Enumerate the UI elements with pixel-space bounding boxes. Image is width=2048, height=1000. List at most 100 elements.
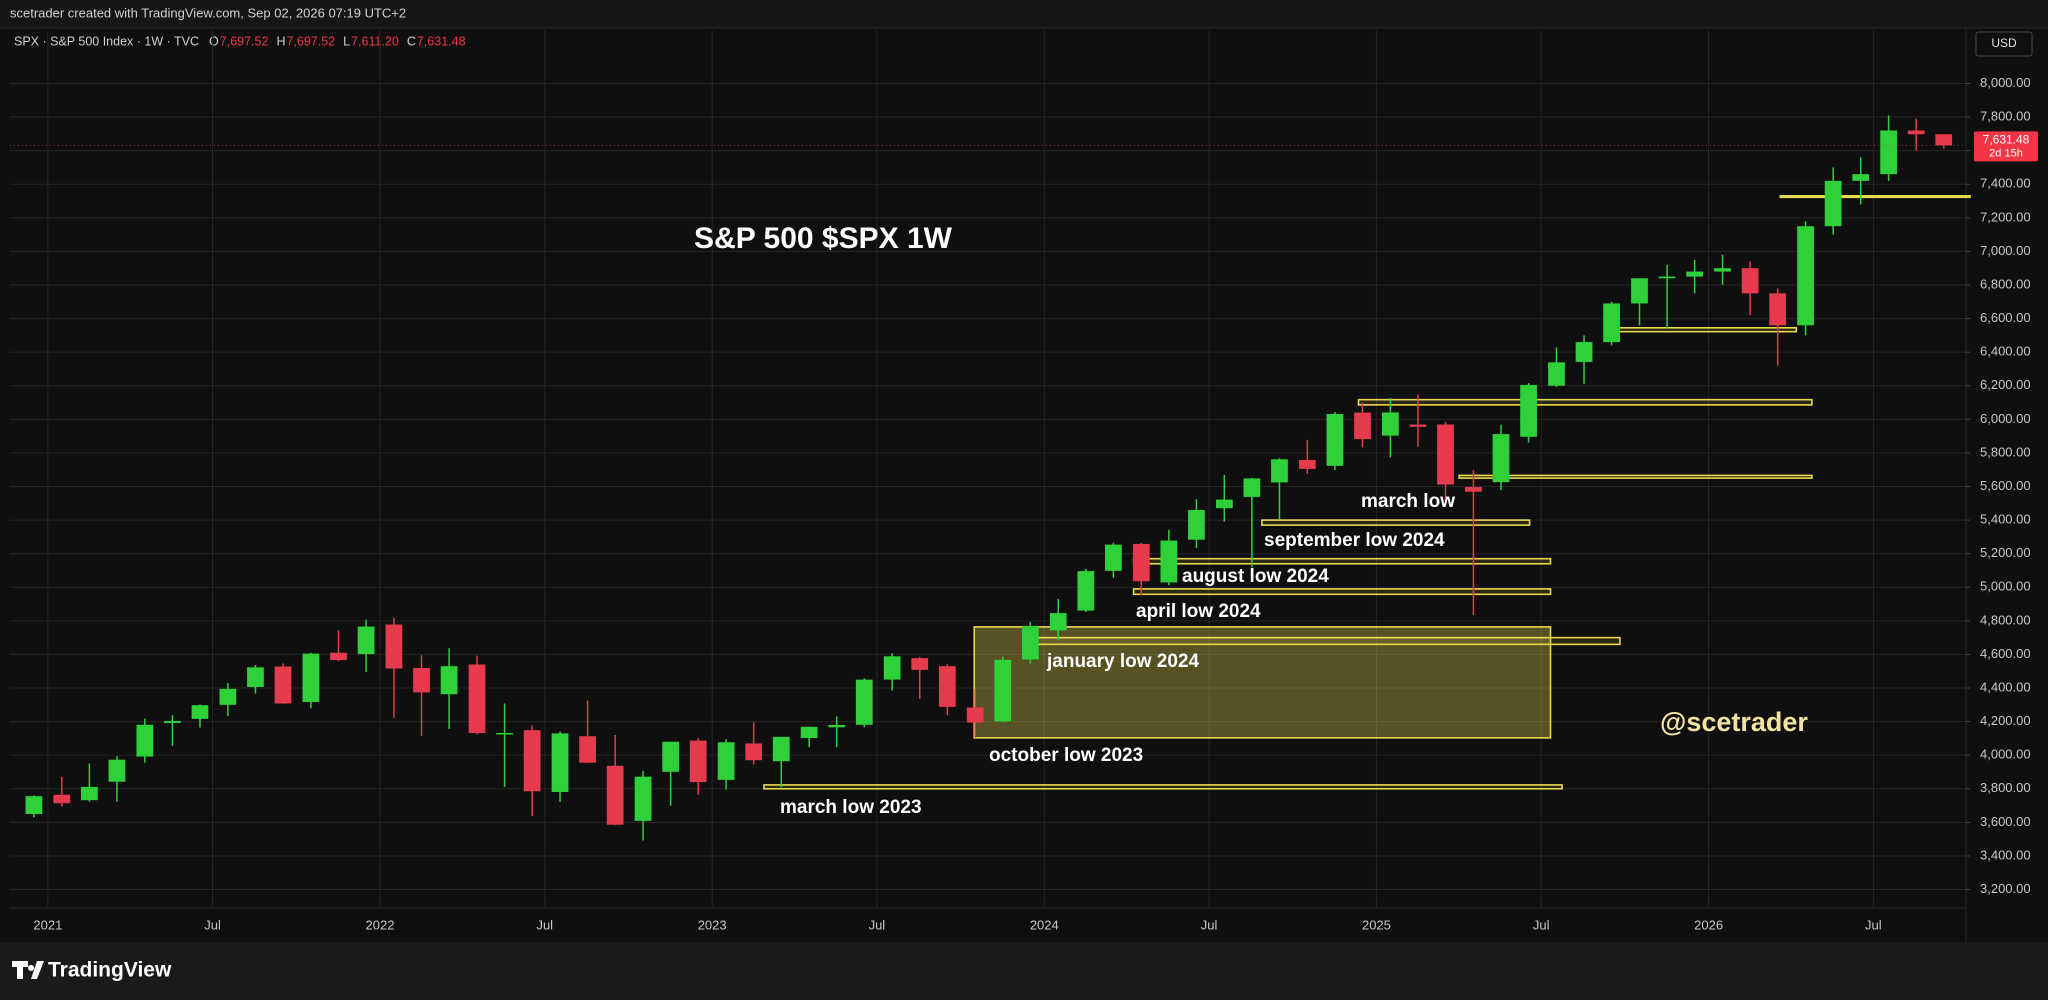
candle-body — [1188, 510, 1205, 540]
candle-body — [357, 626, 375, 655]
candle-body — [496, 733, 513, 735]
candle-body — [81, 786, 98, 801]
candle-body — [911, 658, 929, 670]
watermark: @scetrader — [1660, 707, 1808, 737]
candle-body — [1714, 268, 1731, 272]
candle-body — [717, 742, 735, 780]
candle-body — [1686, 271, 1704, 277]
y-tick-label: 4,200.00 — [1980, 713, 2031, 728]
candle-body — [136, 724, 154, 757]
candle-body — [1437, 424, 1454, 485]
x-tick-label: Jul — [536, 917, 553, 932]
currency[interactable]: USD — [1991, 36, 2017, 50]
candle-body — [579, 736, 596, 763]
brand-logo: TradingView — [12, 959, 172, 982]
ohlc-key: H — [276, 34, 285, 48]
candle-body — [551, 733, 569, 792]
candle-body — [634, 776, 652, 821]
ohlc-value: 7,631.48 — [417, 34, 466, 48]
logo-icon — [12, 961, 44, 979]
candle-body — [1354, 412, 1371, 440]
y-tick-label: 4,600.00 — [1980, 646, 2031, 661]
candle-body — [1520, 384, 1537, 437]
annotation: april low 2024 — [1136, 601, 1261, 622]
byline: scetrader created with TradingView.com, … — [10, 5, 406, 20]
candle-body — [219, 688, 237, 705]
y-tick-label: 3,400.00 — [1980, 847, 2031, 862]
y-tick-label: 6,200.00 — [1980, 377, 2031, 392]
y-tick-label: 3,600.00 — [1980, 814, 2031, 829]
candle-body — [247, 667, 264, 688]
top-bar — [0, 0, 2048, 28]
candle-body — [164, 720, 181, 723]
candle-body — [1907, 130, 1925, 135]
y-tick-label: 5,200.00 — [1980, 545, 2031, 560]
ohlc-key: O — [209, 34, 219, 48]
candle-body — [274, 666, 292, 704]
candle-body — [966, 707, 984, 723]
candle-body — [828, 724, 846, 728]
x-tick-label: Jul — [869, 917, 886, 932]
candle-body — [1880, 130, 1897, 175]
candle-body — [1021, 625, 1039, 660]
y-tick-label: 5,400.00 — [1980, 512, 2031, 527]
y-tick-label: 4,000.00 — [1980, 747, 2031, 762]
candle-body — [330, 652, 347, 660]
candle-body — [413, 668, 430, 693]
candle-body — [1658, 276, 1676, 279]
currency-button[interactable] — [1975, 31, 2033, 57]
candle-body — [855, 679, 873, 725]
annotation: september low 2024 — [1264, 530, 1445, 551]
last-price-box — [1974, 131, 2038, 162]
y-tick-label: 4,800.00 — [1980, 612, 2031, 627]
support-zone — [1261, 519, 1531, 526]
candle-body — [1824, 180, 1842, 227]
candle-body — [1575, 342, 1593, 362]
annotation: october low 2023 — [989, 745, 1143, 766]
candle-body — [1105, 544, 1122, 571]
candle-body — [1298, 459, 1316, 469]
candle-body — [938, 666, 956, 707]
support-zone — [1458, 474, 1813, 479]
y-tick-label: 3,200.00 — [1980, 881, 2031, 896]
last-price-label: 7,631.48 — [1983, 133, 2030, 147]
x-tick-label: 2022 — [366, 917, 395, 932]
candle-body — [191, 705, 209, 719]
candle-body — [1160, 540, 1178, 583]
countdown: 2d 15h — [1989, 147, 2023, 159]
candle-body — [800, 726, 818, 739]
y-tick-label: 5,800.00 — [1980, 444, 2031, 459]
plot: 3,200.00 3,400.00 3,600.00 3,800.00 4,000.00… — [10, 30, 2038, 932]
ohlc-value: 7,697.52 — [220, 34, 269, 48]
support-zone — [1779, 195, 1971, 199]
annotation: march low 2023 — [780, 797, 922, 818]
y-tick-label: 6,600.00 — [1980, 310, 2031, 325]
candle-body — [1797, 226, 1814, 326]
candle-body — [1215, 499, 1233, 509]
ohlc-values: O 7,697.52 H 7,697.52 L 7,611.20 C 7,631.48 — [209, 34, 466, 48]
candle-body — [745, 743, 763, 761]
y-tick-label: 5,000.00 — [1980, 579, 2031, 594]
candle-body — [689, 740, 707, 783]
x-tick-label: 2023 — [698, 917, 727, 932]
candle-body — [440, 666, 458, 695]
x-tick-label: 2026 — [1694, 917, 1723, 932]
candle-body — [772, 736, 790, 762]
candle-body — [1741, 268, 1759, 294]
y-tick-label: 8,000.00 — [1980, 75, 2031, 90]
support-zone — [763, 784, 1563, 790]
candle-body — [385, 624, 403, 669]
y-tick-label: 7,800.00 — [1980, 108, 2031, 123]
y-tick-label: 5,600.00 — [1980, 478, 2031, 493]
candle-body — [108, 759, 126, 782]
x-tick-label: Jul — [204, 917, 221, 932]
candle-body — [1631, 278, 1648, 304]
candle-body — [662, 741, 680, 772]
candle-body — [994, 659, 1012, 722]
x-tick-label: Jul — [1201, 917, 1218, 932]
y-tick-label: 6,800.00 — [1980, 276, 2031, 291]
x-tick-label: 2025 — [1362, 917, 1391, 932]
support-zone — [1132, 588, 1552, 596]
y-tick-label: 7,200.00 — [1980, 209, 2031, 224]
ohlc-value: 7,697.52 — [286, 34, 335, 48]
